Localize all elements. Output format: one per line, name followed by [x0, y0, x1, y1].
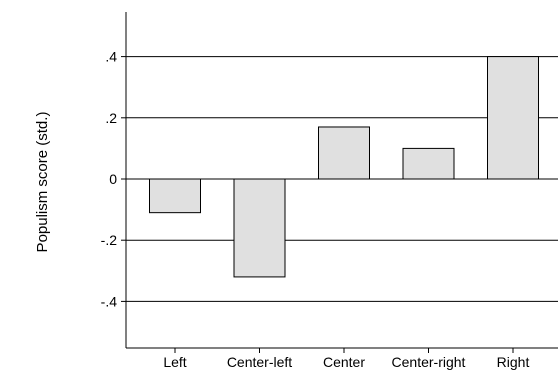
x-tick-label: Left [163, 354, 186, 370]
y-axis-title: Populism score (std.) [34, 112, 51, 253]
x-tick-label: Center-left [227, 354, 292, 370]
y-tick-label: -.2 [101, 232, 118, 248]
bars [149, 56, 539, 278]
y-tick-labels: .4 .2 0 -.2 -.4 [101, 49, 126, 309]
y-tick-label: -.4 [101, 293, 118, 309]
x-tick-labels: Left Center-left Center Center-right Right [163, 348, 529, 370]
y-tick-label: .4 [105, 49, 117, 65]
x-tick-label: Center-right [392, 354, 466, 370]
bar-center-right [402, 147, 455, 180]
y-tick-label: 0 [109, 171, 117, 187]
bar-center [318, 126, 370, 180]
bar-center-left [233, 178, 286, 278]
x-tick-label: Right [497, 354, 530, 370]
bar-right [487, 56, 539, 180]
bar-left [149, 178, 201, 214]
x-tick-label: Center [323, 354, 365, 370]
y-tick-label: .2 [105, 110, 117, 126]
